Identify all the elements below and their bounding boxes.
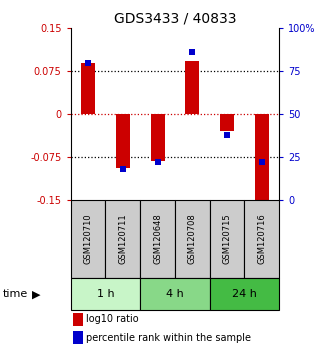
Bar xyxy=(220,114,234,131)
Bar xyxy=(245,200,279,278)
Bar xyxy=(210,200,245,278)
Bar xyxy=(81,63,95,114)
Bar xyxy=(71,200,105,278)
Text: 1 h: 1 h xyxy=(97,289,114,299)
Bar xyxy=(175,200,210,278)
Bar xyxy=(185,62,199,114)
Text: GSM120708: GSM120708 xyxy=(188,214,197,264)
Bar xyxy=(71,278,140,310)
Bar xyxy=(73,313,83,326)
Text: 4 h: 4 h xyxy=(166,289,184,299)
Text: percentile rank within the sample: percentile rank within the sample xyxy=(86,333,251,343)
Bar xyxy=(140,200,175,278)
Text: GSM120710: GSM120710 xyxy=(83,214,92,264)
Bar xyxy=(105,200,140,278)
Bar xyxy=(116,114,130,169)
Title: GDS3433 / 40833: GDS3433 / 40833 xyxy=(114,12,236,26)
Text: GSM120648: GSM120648 xyxy=(153,214,162,264)
Bar xyxy=(255,114,269,206)
Text: 24 h: 24 h xyxy=(232,289,257,299)
Bar xyxy=(210,278,279,310)
Text: log10 ratio: log10 ratio xyxy=(86,314,139,324)
Bar xyxy=(140,278,210,310)
Bar xyxy=(73,331,83,344)
Text: ▶: ▶ xyxy=(32,289,40,299)
Text: GSM120715: GSM120715 xyxy=(222,214,232,264)
Bar xyxy=(151,114,164,161)
Text: GSM120711: GSM120711 xyxy=(118,214,127,264)
Text: time: time xyxy=(3,289,29,299)
Text: GSM120716: GSM120716 xyxy=(257,214,266,264)
